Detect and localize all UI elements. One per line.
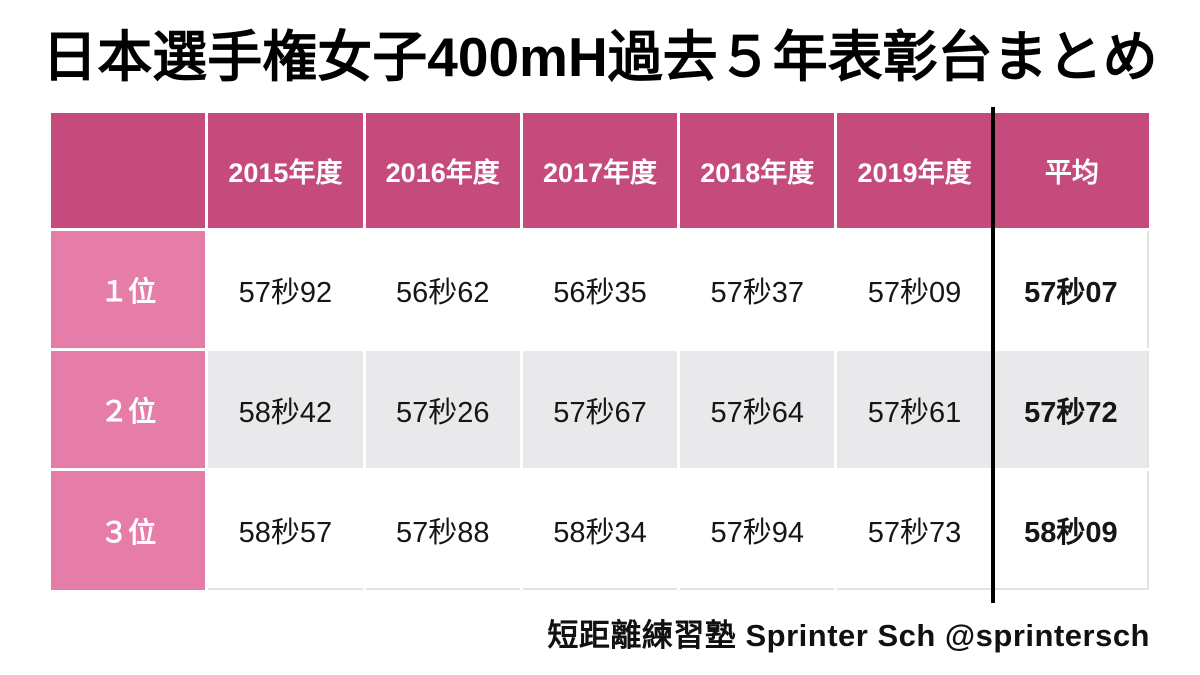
time-cell-r3-2015: 58秒57	[208, 471, 363, 590]
rank-cell-2: ２位	[51, 351, 206, 468]
col-header-2015: 2015年度	[208, 113, 363, 228]
col-header-2019: 2019年度	[837, 113, 992, 228]
corner-cell	[51, 113, 206, 228]
average-cell-r1: 57秒07	[994, 231, 1149, 348]
time-cell-r1-2015: 57秒92	[208, 231, 363, 348]
time-cell-r3-2016: 57秒88	[365, 471, 520, 590]
time-cell-r1-2019: 57秒09	[837, 231, 992, 348]
time-cell-r2-2015: 58秒42	[208, 351, 363, 468]
time-cell-r1-2016: 56秒62	[365, 231, 520, 348]
col-header-2018: 2018年度	[680, 113, 835, 228]
rank-cell-1: １位	[51, 231, 206, 348]
average-cell-r2: 57秒72	[994, 351, 1149, 468]
table-body: １位 57秒92 56秒62 56秒35 57秒37 57秒09 57秒07 ２…	[51, 231, 1149, 590]
time-cell-r3-2017: 58秒34	[522, 471, 678, 590]
table-row-rank3: ３位 58秒57 57秒88 58秒34 57秒94 57秒73 58秒09	[51, 471, 1149, 590]
col-header-2016: 2016年度	[365, 113, 520, 228]
col-header-average: 平均	[994, 113, 1149, 228]
average-cell-r3: 58秒09	[994, 471, 1149, 590]
rank-cell-3: ３位	[51, 471, 206, 590]
time-cell-r3-2019: 57秒73	[837, 471, 992, 590]
page-title: 日本選手権女子400mH過去５年表彰台まとめ	[42, 26, 1158, 88]
time-cell-r2-2017: 57秒67	[522, 351, 678, 468]
time-cell-r2-2018: 57秒64	[680, 351, 835, 468]
credit-text: 短距離練習塾 Sprinter Sch @sprintersch	[547, 618, 1150, 653]
time-cell-r1-2017: 56秒35	[522, 231, 678, 348]
results-table: 2015年度 2016年度 2017年度 2018年度 2019年度 平均 １位…	[48, 110, 1152, 593]
time-cell-r2-2016: 57秒26	[365, 351, 520, 468]
table-row-rank2: ２位 58秒42 57秒26 57秒67 57秒64 57秒61 57秒72	[51, 351, 1149, 468]
time-cell-r3-2018: 57秒94	[680, 471, 835, 590]
time-cell-r1-2018: 57秒37	[680, 231, 835, 348]
average-divider-line	[991, 107, 995, 603]
table-header-row: 2015年度 2016年度 2017年度 2018年度 2019年度 平均	[51, 113, 1149, 228]
col-header-2017: 2017年度	[522, 113, 678, 228]
table-row-rank1: １位 57秒92 56秒62 56秒35 57秒37 57秒09 57秒07	[51, 231, 1149, 348]
time-cell-r2-2019: 57秒61	[837, 351, 992, 468]
table-head: 2015年度 2016年度 2017年度 2018年度 2019年度 平均	[51, 113, 1149, 228]
